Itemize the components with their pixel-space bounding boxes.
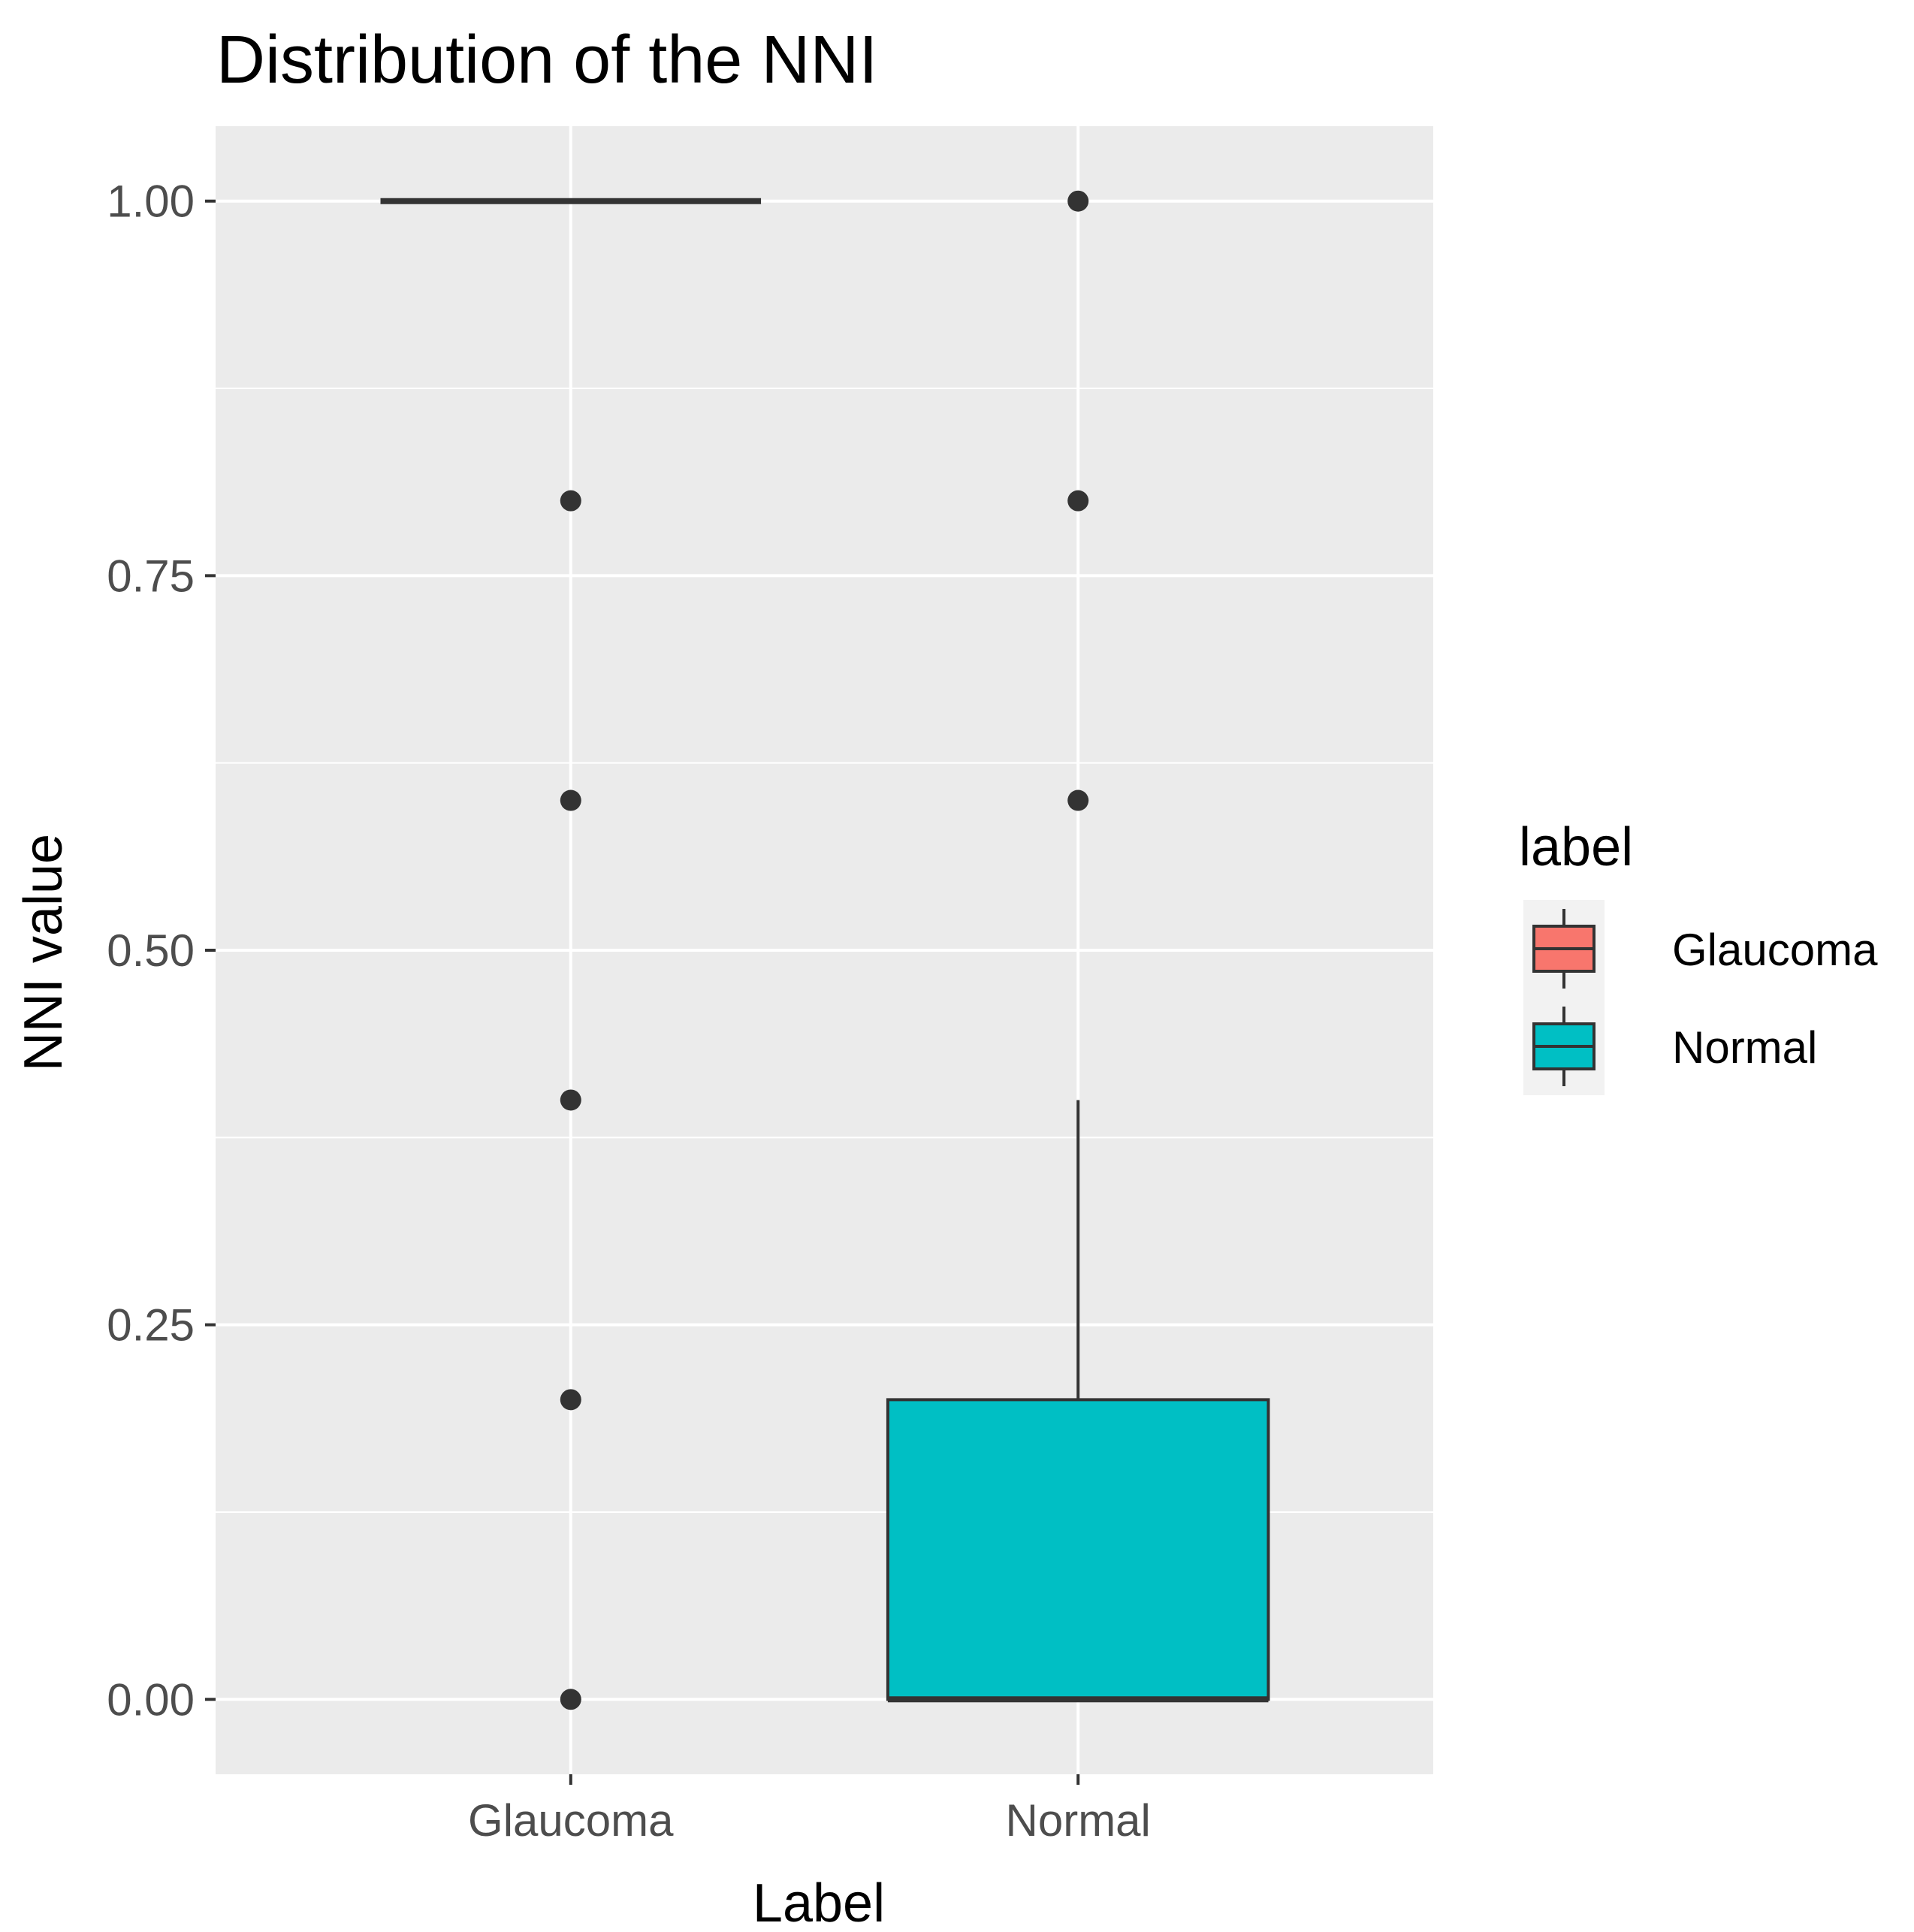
- outlier-point: [560, 1689, 581, 1710]
- legend-label: Normal: [1672, 1022, 1817, 1073]
- plot-panel: [216, 126, 1433, 1774]
- outlier-point: [560, 490, 581, 512]
- y-tick-label: 0.50: [107, 925, 195, 976]
- outlier-point: [1067, 490, 1089, 512]
- y-axis-title: NNI value: [14, 834, 74, 1071]
- outlier-point: [560, 1089, 581, 1111]
- boxplot-normal: [886, 190, 1270, 1703]
- box: [886, 1398, 1270, 1701]
- outlier-point: [560, 1389, 581, 1411]
- y-tick-label: 1.00: [107, 177, 195, 227]
- chart-title: Distribution of the NNI: [216, 23, 877, 98]
- boxplot-glaucoma: [380, 198, 762, 1710]
- legend-label: Glaucoma: [1672, 925, 1878, 975]
- chart-marks: [380, 190, 1270, 1710]
- outlier-point: [1067, 789, 1089, 811]
- y-tick-label: 0.75: [107, 551, 195, 601]
- x-tick-label: Normal: [1006, 1795, 1151, 1846]
- legend-item-glaucoma: Glaucoma: [1532, 909, 1878, 989]
- legend-item-normal: Normal: [1532, 1007, 1817, 1086]
- legend: label Glaucoma Normal: [1519, 817, 1878, 1095]
- outlier-point: [560, 789, 581, 811]
- outlier-point: [1067, 190, 1089, 212]
- y-tick-label: 0.25: [107, 1300, 195, 1351]
- x-tick-label: Glaucoma: [468, 1795, 674, 1846]
- axes: 0.00 0.25 0.50 0.75 1.00 Glaucoma Normal: [107, 177, 1151, 1846]
- y-tick-label: 0.00: [107, 1674, 195, 1725]
- x-axis-title: Label: [753, 1873, 885, 1932]
- legend-title: label: [1519, 817, 1633, 877]
